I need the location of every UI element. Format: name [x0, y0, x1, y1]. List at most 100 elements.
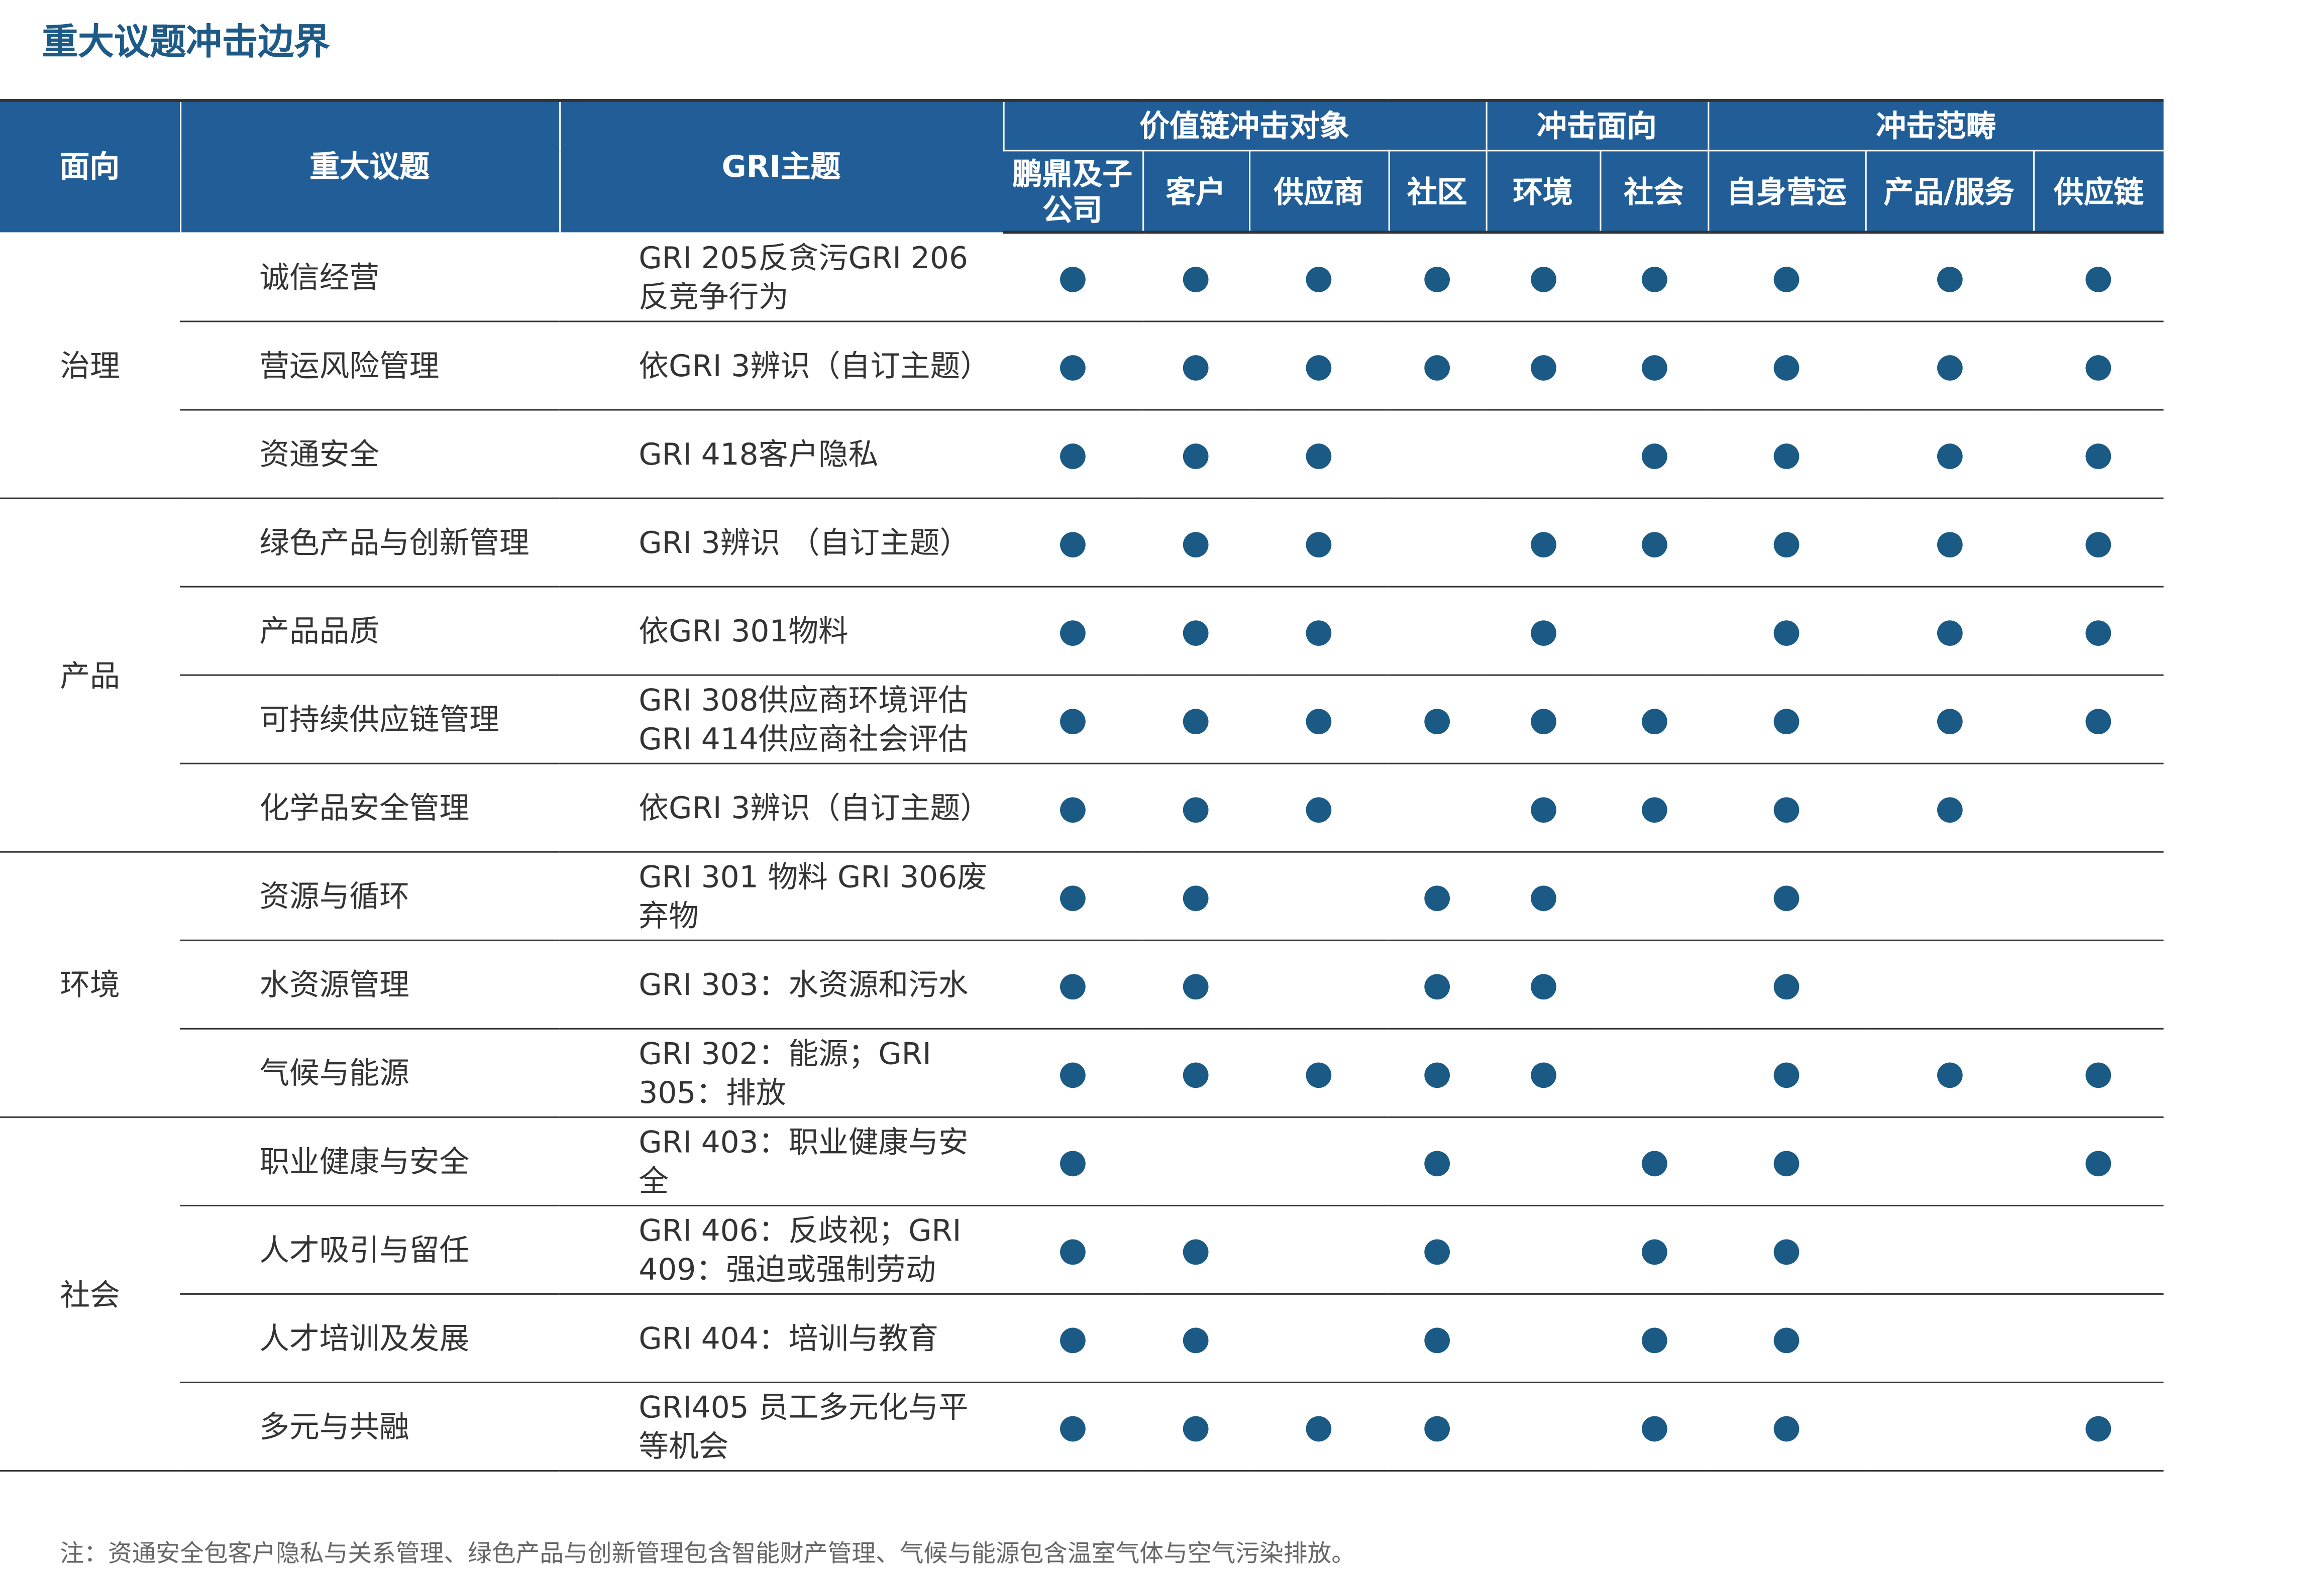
dot — [1306, 532, 1332, 557]
cell — [1249, 498, 1389, 588]
dot — [1641, 532, 1667, 557]
cell — [1600, 852, 1708, 941]
cell — [1600, 587, 1708, 676]
dot — [2085, 1416, 2111, 1442]
cell — [1388, 1294, 1486, 1383]
gri-topic: 依GRI 3辨识（自订主题） — [559, 763, 1003, 853]
cell — [1600, 1029, 1708, 1118]
cell — [2033, 1294, 2164, 1383]
gri-topic: GRI 301 物料 GRI 306废弃物 — [559, 852, 1003, 941]
cell — [1486, 1382, 1600, 1472]
dot — [1530, 797, 1556, 823]
cell — [1142, 1029, 1249, 1118]
cell — [1388, 852, 1486, 941]
column-header: 鹏鼎及子公司 — [1003, 150, 1143, 234]
cell — [1486, 1117, 1600, 1206]
dot — [1773, 1151, 1800, 1177]
cell — [1865, 763, 2033, 853]
topic: 气候与能源 — [180, 1029, 560, 1118]
cell — [1486, 498, 1600, 588]
cell — [1388, 232, 1486, 322]
dot — [2085, 532, 2111, 557]
dot — [1060, 443, 1086, 469]
group-header: 价值链冲击对象 — [1002, 98, 1486, 152]
topic: 产品品质 — [180, 587, 560, 676]
cell — [1708, 498, 1865, 588]
dot — [1641, 1327, 1667, 1354]
column-header: 产品/服务 — [1864, 150, 2033, 234]
dot — [1183, 355, 1209, 381]
cell — [1142, 498, 1249, 588]
cell — [1142, 940, 1249, 1030]
dot — [1773, 620, 1800, 646]
cell — [1865, 498, 2033, 588]
dot — [1424, 1062, 1450, 1088]
cell — [1388, 410, 1486, 499]
boundary-table: 面向 重大议题 GRI主题 价值链冲击对象 冲击面向 冲击范畴 鹏鼎及子公司 客户 供应商 社区环… — [0, 98, 2164, 1472]
cell — [1865, 232, 2033, 322]
dot — [1641, 267, 1667, 292]
cell — [1600, 940, 1708, 1030]
title: 重大议题冲击边界 — [42, 21, 330, 63]
table-row: 营运风险管理 依GRI 3辨识（自订主题） — [0, 321, 2164, 411]
cell — [1600, 1382, 1708, 1472]
dot — [1530, 974, 1556, 1000]
cell — [1249, 232, 1389, 322]
cell — [1865, 410, 2033, 499]
dot — [2085, 1062, 2111, 1088]
dot — [1306, 797, 1332, 823]
topic: 资源与循环 — [180, 852, 560, 941]
cell — [1600, 763, 1708, 853]
cell — [1003, 1205, 1143, 1295]
dot — [1306, 443, 1332, 469]
dot — [1183, 267, 1209, 292]
group-header: 冲击面向 — [1485, 98, 1708, 152]
gri-topic: GRI 308供应商环境评估GRI 414供应商社会评估 — [559, 675, 1003, 764]
dot — [1306, 1062, 1332, 1088]
dot — [1773, 709, 1800, 735]
dot — [1060, 709, 1086, 735]
cell — [1142, 852, 1249, 941]
cell — [1249, 940, 1389, 1030]
dot — [1060, 1416, 1086, 1442]
cell — [1600, 1205, 1708, 1295]
cell — [1142, 1117, 1249, 1206]
column-header: 供应链 — [2032, 150, 2164, 234]
cell — [2033, 675, 2164, 764]
cell — [1708, 940, 1865, 1030]
gri-topic: GRI 406：反歧视；GRI 409：强迫或强制劳动 — [559, 1205, 1003, 1295]
cell — [1600, 1117, 1708, 1206]
cell — [1600, 1294, 1708, 1383]
dot — [1060, 1239, 1086, 1265]
dot — [1773, 1062, 1800, 1088]
cell — [2033, 940, 2164, 1030]
dot — [1641, 1416, 1667, 1442]
cell — [1865, 587, 2033, 676]
cell — [1708, 852, 1865, 941]
cell — [1600, 321, 1708, 411]
cell — [1708, 1205, 1865, 1295]
cell — [2033, 321, 2164, 411]
cell — [1600, 232, 1708, 322]
cell — [1486, 232, 1600, 322]
cell — [1708, 321, 1865, 411]
gri-topic: GRI 3辨识 （自订主题） — [559, 498, 1003, 588]
dot — [1183, 797, 1209, 823]
cell — [1865, 852, 2033, 941]
dot — [1183, 620, 1209, 646]
cell — [1249, 1294, 1389, 1383]
table-row: 产品 绿色产品与创新管理 GRI 3辨识 （自订主题） — [0, 498, 2164, 853]
column-header: 自身营运 — [1707, 150, 1865, 234]
dot — [1183, 885, 1209, 912]
gri-topic: GRI 418客户隐私 — [559, 410, 1003, 499]
cell — [1003, 675, 1143, 764]
cell — [1600, 498, 1708, 588]
dot — [2085, 1151, 2111, 1177]
table-row: 水资源管理 GRI 303：水资源和污水 — [0, 940, 2164, 1030]
cell — [1003, 1294, 1143, 1383]
cell — [1388, 1205, 1486, 1295]
topic: 可持续供应链管理 — [180, 675, 560, 764]
cell — [1388, 1382, 1486, 1472]
